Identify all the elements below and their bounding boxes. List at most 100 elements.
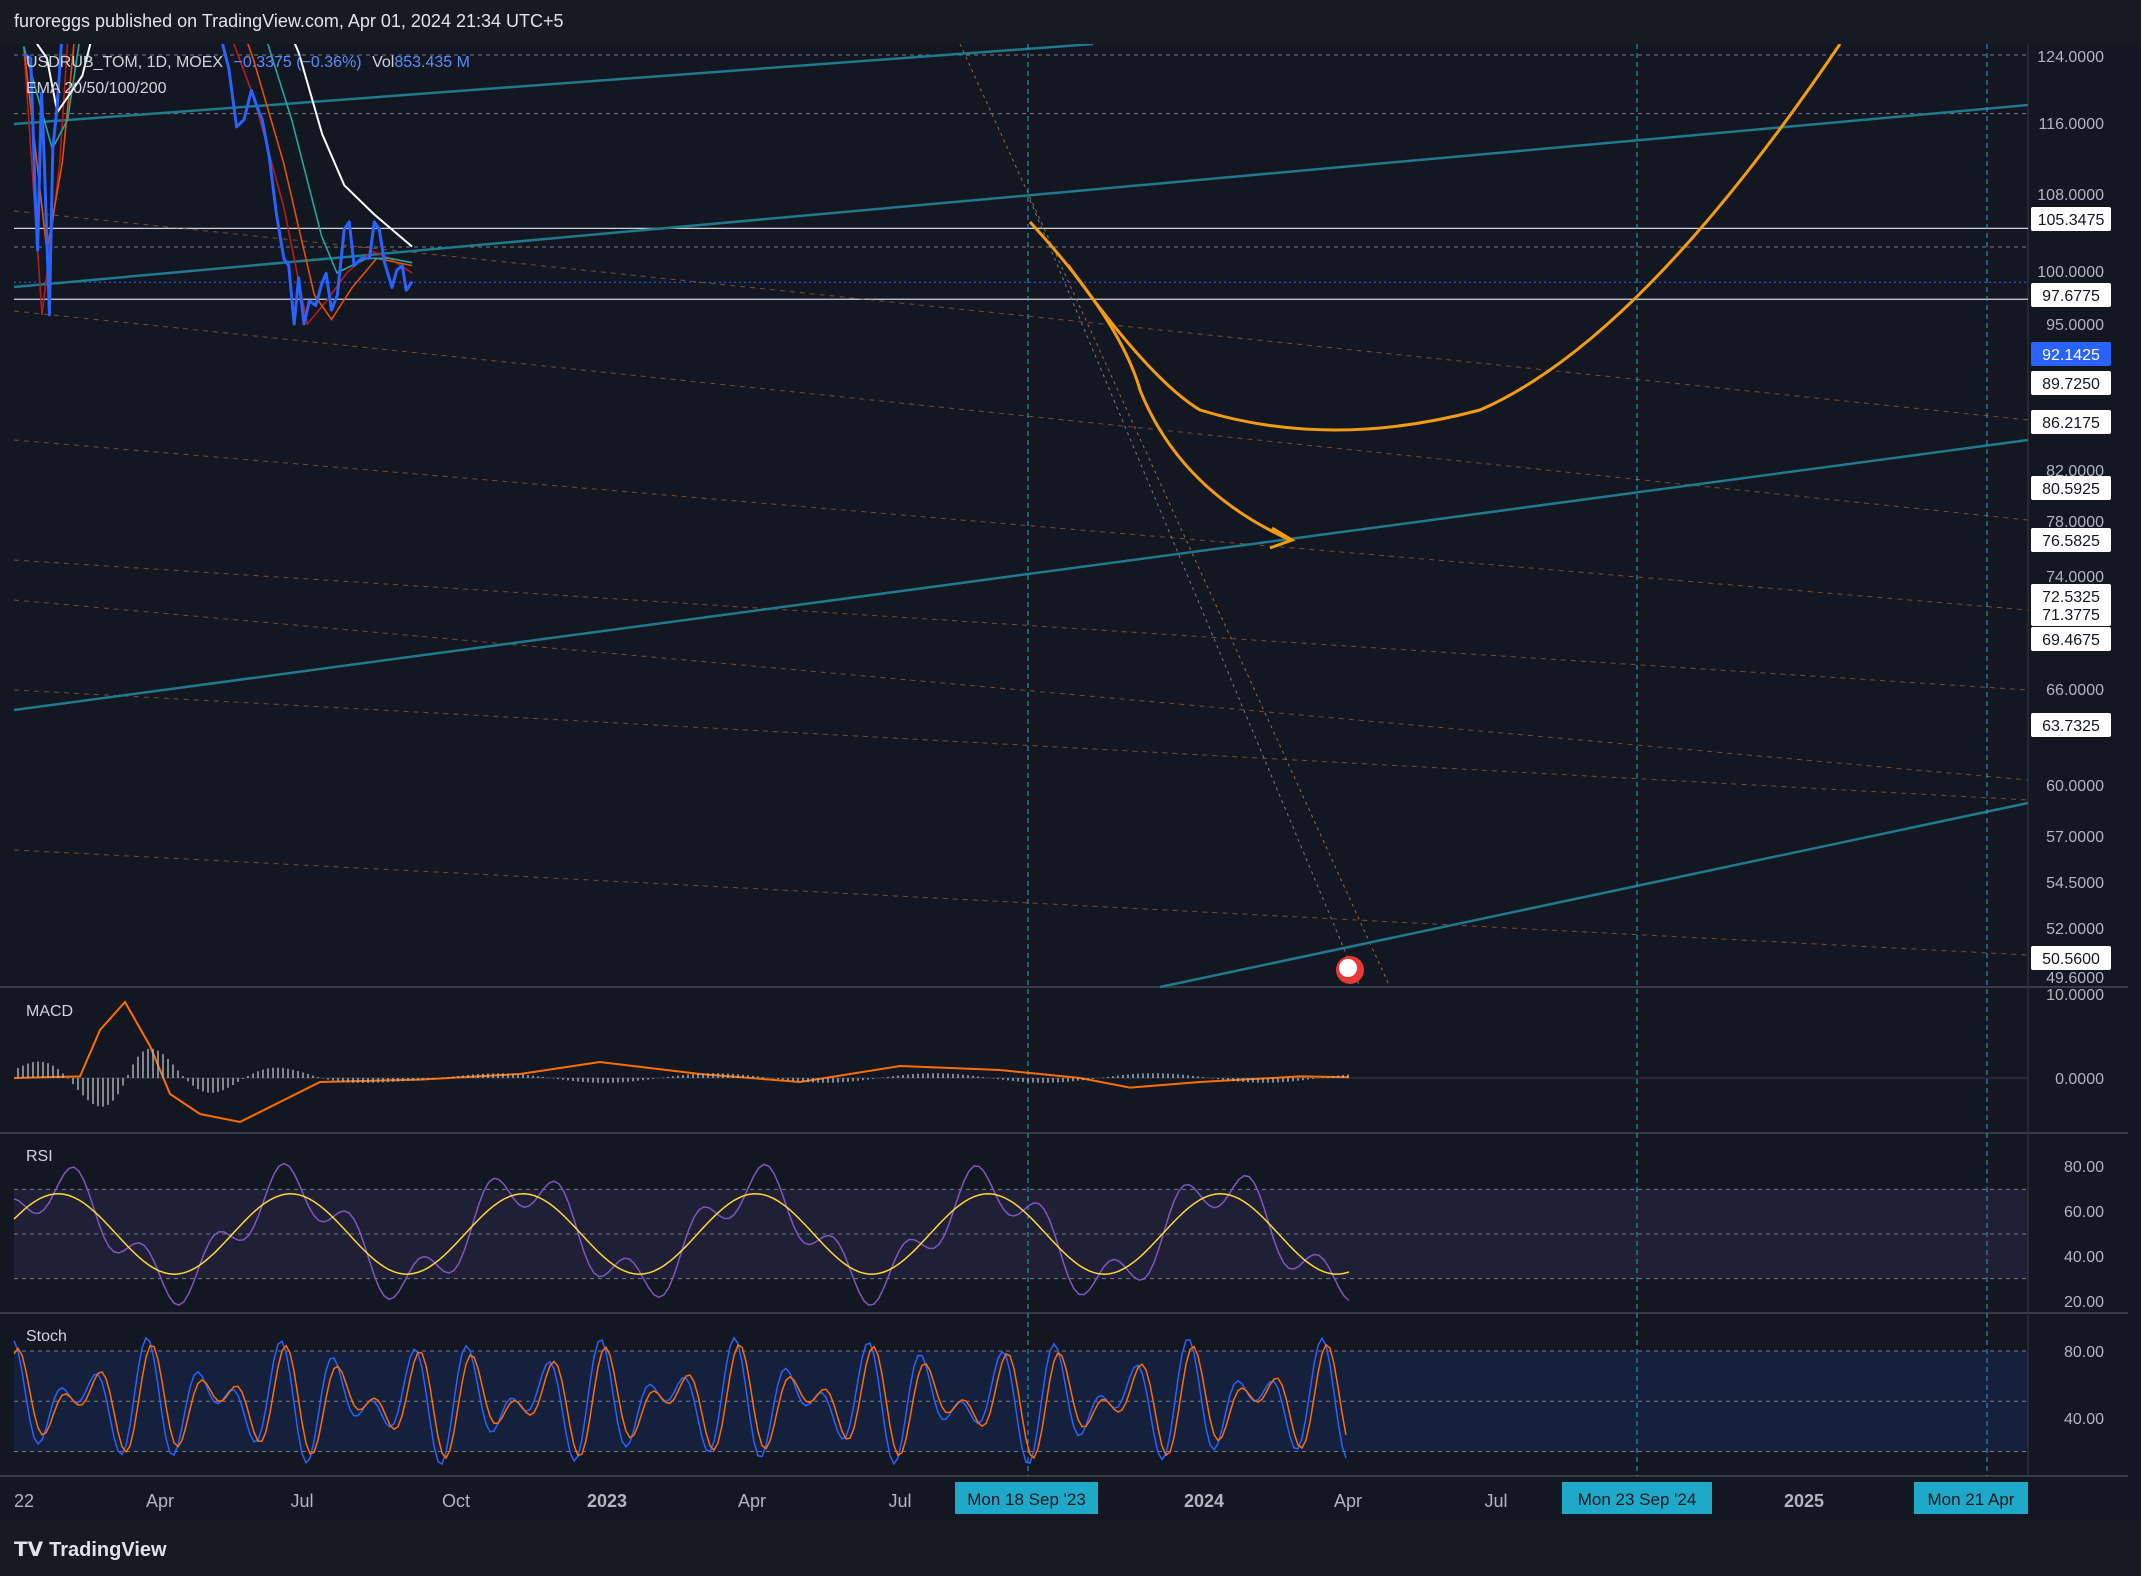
stoch-tick-label: 80.00 xyxy=(2064,1344,2104,1361)
level-label: 50.5600 xyxy=(2042,951,2100,968)
price-tick-label: 78.0000 xyxy=(2046,514,2104,531)
ema-line-4 xyxy=(35,44,413,248)
level-label-box xyxy=(2031,476,2111,500)
x-tick-label: Apr xyxy=(738,1491,766,1511)
fib-diagonal-1 xyxy=(959,44,1391,988)
price-tick-label: 52.0000 xyxy=(2046,921,2104,938)
chart-area[interactable] xyxy=(0,44,2141,1520)
rsi-tick-label: 20.00 xyxy=(2064,1294,2104,1311)
channel-line-0 xyxy=(13,44,1094,126)
stoch-pane-title[interactable]: Stoch xyxy=(26,1328,67,1345)
level-label: 97.6775 xyxy=(2042,288,2100,305)
price-tick-label: 100.0000 xyxy=(2037,264,2104,281)
symbol-legend[interactable]: USDRUB_TOM, 1D, MOEX −0.3375 (−0.36%) Vo… xyxy=(26,54,470,72)
price-line xyxy=(22,44,414,326)
brand-name: TradingView xyxy=(49,1539,167,1561)
stoch-tick-label: 40.00 xyxy=(2064,1411,2104,1428)
projection-arrowhead xyxy=(1269,526,1296,550)
date-marker-label: Mon 18 Sep '23 xyxy=(967,1490,1086,1509)
x-tick-label: Apr xyxy=(1334,1491,1362,1511)
price-tick-label: 116.0000 xyxy=(2038,116,2104,133)
level-label-box xyxy=(2031,410,2111,434)
macd-tick-label: 0.0000 xyxy=(2055,1071,2104,1088)
level-label: 86.2175 xyxy=(2042,415,2100,432)
price-tick-label: 108.0000 xyxy=(2037,187,2104,204)
level-label-box xyxy=(2031,207,2111,231)
price-tick-label: 124.0000 xyxy=(2037,49,2104,66)
price-tick-label: 74.0000 xyxy=(2046,569,2104,586)
stoch-d-line xyxy=(13,1343,1347,1460)
fan-line-2 xyxy=(13,439,2029,611)
fan-line-4 xyxy=(13,689,2029,801)
level-label: 72.5325 xyxy=(2042,589,2100,606)
price-tick-label: 95.0000 xyxy=(2046,317,2104,334)
level-label: 71.3775 xyxy=(2042,607,2100,624)
projection-cup xyxy=(1066,44,1842,432)
stoch-band xyxy=(14,1351,2028,1452)
x-tick-label: 2023 xyxy=(587,1491,627,1511)
rsi-tick-label: 40.00 xyxy=(2064,1249,2104,1266)
stoch-k-line xyxy=(13,1336,1347,1466)
date-marker-label: Mon 21 Apr xyxy=(1928,1490,2015,1509)
fan-line-5 xyxy=(13,849,2029,956)
volume-value: 853.435 M xyxy=(394,54,470,71)
price-tick-label: 66.0000 xyxy=(2046,682,2104,699)
x-tick-label: Jul xyxy=(1484,1491,1507,1511)
macd-tick-label: 10.0000 xyxy=(2046,987,2104,1004)
date-marker-label: Mon 23 Sep '24 xyxy=(1578,1490,1697,1509)
fan-line-6 xyxy=(13,599,2029,781)
rsi-tick-label: 80.00 xyxy=(2064,1159,2104,1176)
current-price-label: 92.1425 xyxy=(2042,347,2100,364)
publish-info: furoreggs published on TradingView.com, … xyxy=(14,11,564,31)
us-flag-icon-inner xyxy=(1339,959,1357,977)
chart-svg[interactable]: 124.0000 116.0000 108.0000 100.0000 95.0000 8… xyxy=(0,44,2141,1520)
macd-line xyxy=(13,1000,1350,1124)
price-tick-label: 49.6000 xyxy=(2046,970,2104,987)
date-marker-box xyxy=(1562,1482,1712,1514)
level-label-box xyxy=(2031,602,2111,626)
level-label-box xyxy=(2031,283,2111,307)
channel-line-2 xyxy=(13,438,2029,712)
tradingview-mark-icon: 𝗧𝗩 xyxy=(14,1539,44,1561)
level-label-box xyxy=(2031,627,2111,651)
channel-line-1 xyxy=(13,103,2029,289)
price-tick-label: 82.0000 xyxy=(2046,463,2104,480)
level-label: 89.7250 xyxy=(2042,376,2100,393)
x-tick-label: Apr xyxy=(146,1491,174,1511)
date-marker-box xyxy=(1914,1482,2028,1514)
x-tick-label: Oct xyxy=(442,1491,470,1511)
level-label-box xyxy=(2031,946,2111,970)
ema-line-1 xyxy=(23,44,413,326)
volume-label: Vol xyxy=(372,54,395,71)
price-tick-label: 54.5000 xyxy=(2046,875,2104,892)
fan-line-1 xyxy=(13,310,2029,521)
rsi-ma-line xyxy=(13,1193,1350,1275)
price-tick-label: 57.0000 xyxy=(2046,829,2104,846)
macd-pane-title[interactable]: MACD xyxy=(26,1003,74,1020)
fan-line-0 xyxy=(13,210,2029,421)
x-tick-label: Jul xyxy=(290,1491,313,1511)
fan-line-3 xyxy=(13,559,2029,691)
x-tick-label: Jul xyxy=(888,1491,911,1511)
ema-legend[interactable]: EMA 20/50/100/200 xyxy=(26,80,167,97)
rsi-tick-label: 60.00 xyxy=(2064,1204,2104,1221)
level-label-box xyxy=(2031,528,2111,552)
x-tick-label: 2025 xyxy=(1784,1491,1824,1511)
publish-header: furoreggs published on TradingView.com, … xyxy=(0,0,2141,44)
level-label: 105.3475 xyxy=(2038,212,2105,229)
level-label: 63.7325 xyxy=(2042,718,2100,735)
level-label: 80.5925 xyxy=(2042,481,2100,498)
level-label-box xyxy=(2031,371,2111,395)
ema-line-2 xyxy=(23,44,413,321)
rsi-pane-title[interactable]: RSI xyxy=(26,1148,53,1165)
tradingview-logo[interactable]: 𝗧𝗩 TradingView xyxy=(14,1537,167,1562)
x-tick-label: 22 xyxy=(14,1491,34,1511)
level-label-box xyxy=(2031,713,2111,737)
footer-bar xyxy=(0,1520,2141,1576)
price-tick-label: 60.0000 xyxy=(2046,778,2104,795)
level-label: 69.4675 xyxy=(2042,632,2100,649)
symbol-name: USDRUB_TOM, 1D, MOEX xyxy=(26,54,224,71)
channel-line-3 xyxy=(1159,801,2029,989)
level-label: 76.5825 xyxy=(2042,533,2100,550)
ema-line-3 xyxy=(23,44,413,274)
